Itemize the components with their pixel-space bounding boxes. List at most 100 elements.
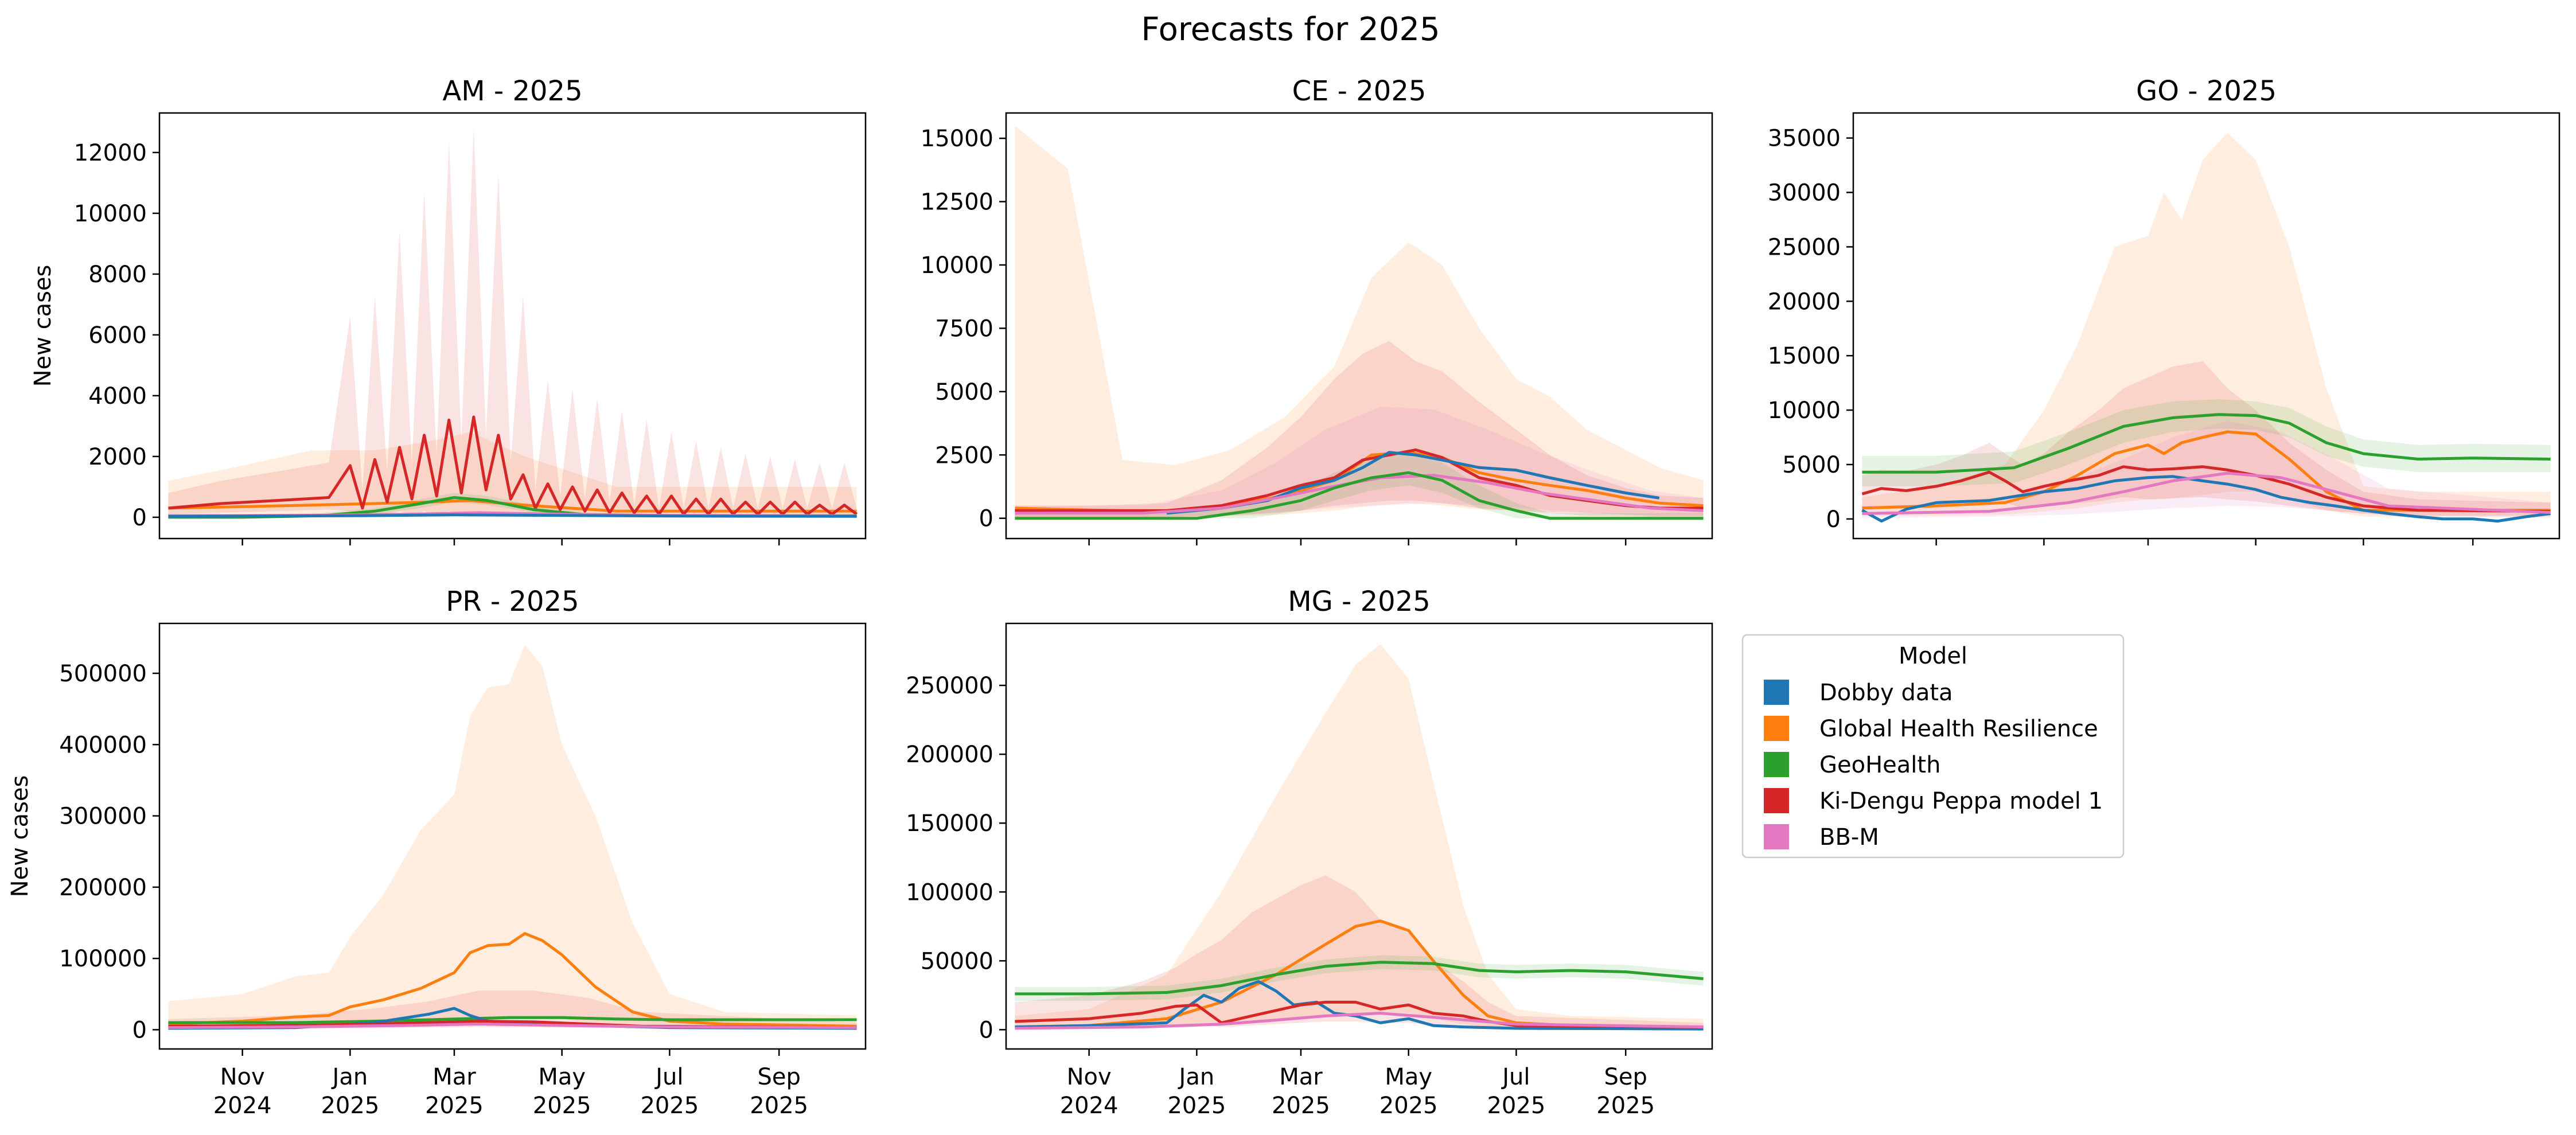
y-tick-label: 5000 xyxy=(935,379,993,405)
y-tick-label: 25000 xyxy=(1768,234,1841,260)
y-tick-label: 10000 xyxy=(1768,397,1841,424)
subplots: AM - 2025 0 2000 4000 6000 8000 10000 12000 New … xyxy=(7,75,2561,1119)
y-tick-label: 0 xyxy=(979,506,993,532)
y-tick-label: 12000 xyxy=(74,140,147,166)
subplot-title: PR - 2025 xyxy=(446,586,579,618)
subplot-title: CE - 2025 xyxy=(1292,75,1427,107)
line-bb-m xyxy=(1862,471,2551,515)
line-bb-m xyxy=(1015,474,1704,515)
y-tick-label: 35000 xyxy=(1768,126,1841,152)
subplot-ce-2025: CE - 2025 0 2500 5000 7500 10000 12500 15000 xyxy=(921,75,1713,545)
y-tick-label: 50000 xyxy=(921,948,993,974)
x-tick-label-year: 2025 xyxy=(640,1093,699,1119)
x-tick-label-year: 2025 xyxy=(1596,1093,1655,1119)
y-tick-label: 4000 xyxy=(88,383,147,409)
x-tick-label-year: 2025 xyxy=(1272,1093,1330,1119)
y-axis-label: New cases xyxy=(7,775,33,898)
x-tick-label-year: 2024 xyxy=(213,1093,272,1119)
band-global-health-resilience xyxy=(1862,132,2551,517)
y-tick-label: 12500 xyxy=(921,189,993,216)
line-geohealth xyxy=(1015,471,1704,520)
line-dobby-data xyxy=(1861,475,2551,523)
plot-area xyxy=(1861,132,2551,523)
y-tick-label: 0 xyxy=(979,1017,993,1043)
y-tick-label: 200000 xyxy=(906,742,993,768)
y-tick-label: 15000 xyxy=(1768,343,1841,369)
y-axis-label: New cases xyxy=(30,265,56,387)
y-tick-label: 150000 xyxy=(906,810,993,837)
subplot-title: GO - 2025 xyxy=(2136,75,2277,107)
subplot-pr-2025: PR - 2025 0 100000 200000 300000 400000 500000… xyxy=(7,586,867,1119)
x-tick-label-year: 2025 xyxy=(1379,1093,1438,1119)
y-tick-label: 100000 xyxy=(906,879,993,906)
x-tick-label-month: Jul xyxy=(654,1064,683,1090)
legend-label-ki-dengu-peppa-model-1: Ki-Dengu Peppa model 1 xyxy=(1819,788,2103,814)
subplot-title: AM - 2025 xyxy=(442,75,582,107)
line-dobby-data xyxy=(168,513,857,518)
band-geohealth xyxy=(1862,399,2551,486)
plot-area xyxy=(168,645,857,1030)
figure-title: Forecasts for 2025 xyxy=(1141,11,1440,48)
subplot-am-2025: AM - 2025 0 2000 4000 6000 8000 10000 12000 New … xyxy=(30,75,867,545)
x-tick-label-month: Jan xyxy=(331,1064,368,1090)
y-tick-label: 300000 xyxy=(59,804,147,830)
y-tick-label: 10000 xyxy=(921,252,993,279)
y-tick-label: 0 xyxy=(1826,506,1841,533)
legend-label-dobby-data: Dobby data xyxy=(1819,680,1953,706)
x-tick-label-month: Sep xyxy=(758,1064,801,1090)
legend-label-geohealth: GeoHealth xyxy=(1819,752,1940,778)
x-tick-label-year: 2025 xyxy=(533,1093,591,1119)
band-ki-dengu-peppa-model-1 xyxy=(1862,361,2551,516)
plot-area xyxy=(1015,126,1704,520)
subplot-go-2025: GO - 2025 0 5000 10000 15000 20000 25000 30000 3… xyxy=(1768,75,2561,545)
line-bb-m xyxy=(1015,1012,1704,1030)
band-global-health-resilience xyxy=(1015,126,1704,517)
band-geohealth xyxy=(1015,452,1704,518)
x-tick-label-month: Jan xyxy=(1178,1064,1215,1090)
band-global-health-resilience xyxy=(168,432,857,516)
line-bb-m xyxy=(168,1023,857,1029)
y-tick-label: 8000 xyxy=(88,262,147,288)
legend: Model Dobby data Global Health Resilience G… xyxy=(1741,634,2125,859)
subplot-title: MG - 2025 xyxy=(1288,586,1431,618)
legend-label-global-health-resilience: Global Health Resilience xyxy=(1819,716,2098,742)
x-tick-label-year: 2025 xyxy=(1487,1093,1545,1119)
y-tick-label: 250000 xyxy=(906,673,993,699)
line-global-health-resilience xyxy=(1015,919,1704,1029)
legend-swatch-bb-m xyxy=(1764,824,1789,849)
y-tick-label: 400000 xyxy=(59,732,147,758)
legend-swatch-geohealth xyxy=(1764,752,1789,777)
y-tick-label: 30000 xyxy=(1768,180,1841,206)
x-tick-label-year: 2025 xyxy=(750,1093,808,1119)
y-tick-label: 2000 xyxy=(88,444,147,470)
axes-frame xyxy=(158,622,867,1050)
line-geohealth xyxy=(1015,961,1704,996)
x-tick-label-month: Nov xyxy=(1067,1064,1112,1090)
x-tick-label-month: May xyxy=(538,1064,586,1090)
plot-area xyxy=(1015,644,1704,1031)
y-tick-label: 20000 xyxy=(1768,288,1841,315)
axes-frame xyxy=(1852,112,2561,540)
subplot-mg-2025: MG - 2025 0 50000 100000 150000 200000 250000 N… xyxy=(906,586,1713,1119)
x-tick-label-month: Jul xyxy=(1501,1064,1530,1090)
axes-frame xyxy=(1005,112,1713,540)
x-tick-label-month: Sep xyxy=(1604,1064,1647,1090)
legend-swatch-dobby-data xyxy=(1764,680,1789,705)
x-tick-label-month: Mar xyxy=(1279,1064,1323,1090)
x-tick-label-month: May xyxy=(1385,1064,1432,1090)
x-tick-label-month: Mar xyxy=(432,1064,476,1090)
y-tick-label: 6000 xyxy=(88,322,147,349)
plot-area xyxy=(168,128,858,519)
y-tick-label: 100000 xyxy=(59,946,147,972)
legend-title: Model xyxy=(1899,643,1967,669)
legend-frame xyxy=(1741,634,2125,859)
x-tick-label-month: Nov xyxy=(220,1064,265,1090)
line-global-health-resilience xyxy=(168,932,857,1028)
y-tick-label: 0 xyxy=(132,1017,147,1043)
axes-frame xyxy=(158,112,867,540)
line-geohealth xyxy=(168,1016,857,1024)
x-tick-label-year: 2025 xyxy=(425,1093,484,1119)
y-tick-label: 5000 xyxy=(1782,452,1841,478)
y-tick-label: 10000 xyxy=(74,201,147,227)
